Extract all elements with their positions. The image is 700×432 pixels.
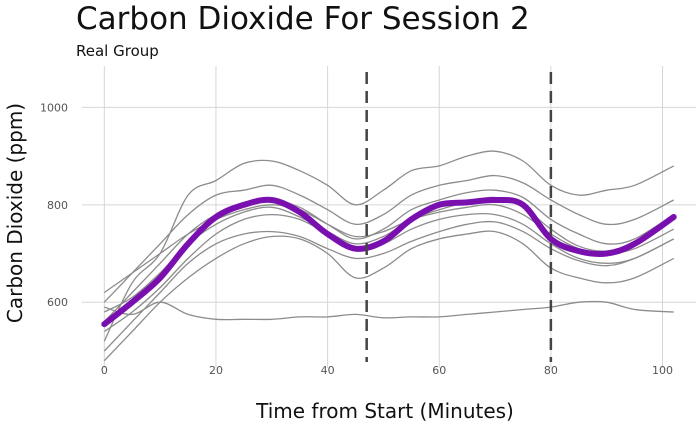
x-tick-label-4: 80 [544, 364, 558, 377]
gridlines [82, 66, 696, 368]
x-axis-title: Time from Start (Minutes) [255, 399, 514, 423]
individual-series-line-1 [103, 174, 674, 303]
individual-series-line-0 [103, 150, 674, 342]
y-tick-label-1: 800 [47, 199, 68, 212]
y-tick-label-2: 1000 [40, 101, 68, 114]
chart-subtitle: Real Group [76, 42, 159, 60]
x-tick-label-3: 60 [432, 364, 446, 377]
individual-series-line-5 [103, 212, 674, 333]
individual-series-line-2 [103, 189, 675, 323]
chart-title: Carbon Dioxide For Session 2 [76, 1, 530, 37]
individual-series-line-4 [103, 203, 674, 294]
individual-series-line-6 [103, 220, 674, 352]
tick-labels: 0 20 40 60 80 100 600 800 1000 [40, 101, 673, 377]
y-axis-title: Carbon Dioxide (ppm) [3, 103, 27, 323]
individual-series-line-7 [103, 230, 674, 362]
x-tick-label-2: 40 [321, 364, 335, 377]
series-lines [101, 150, 677, 362]
individual-series-line-8 [104, 300, 674, 321]
event-markers [365, 72, 553, 362]
x-tick-label-1: 20 [209, 364, 223, 377]
x-tick-label-0: 0 [101, 364, 108, 377]
mean-series-line [101, 196, 677, 328]
x-tick-label-5: 100 [652, 364, 673, 377]
y-tick-label-0: 600 [47, 296, 68, 309]
